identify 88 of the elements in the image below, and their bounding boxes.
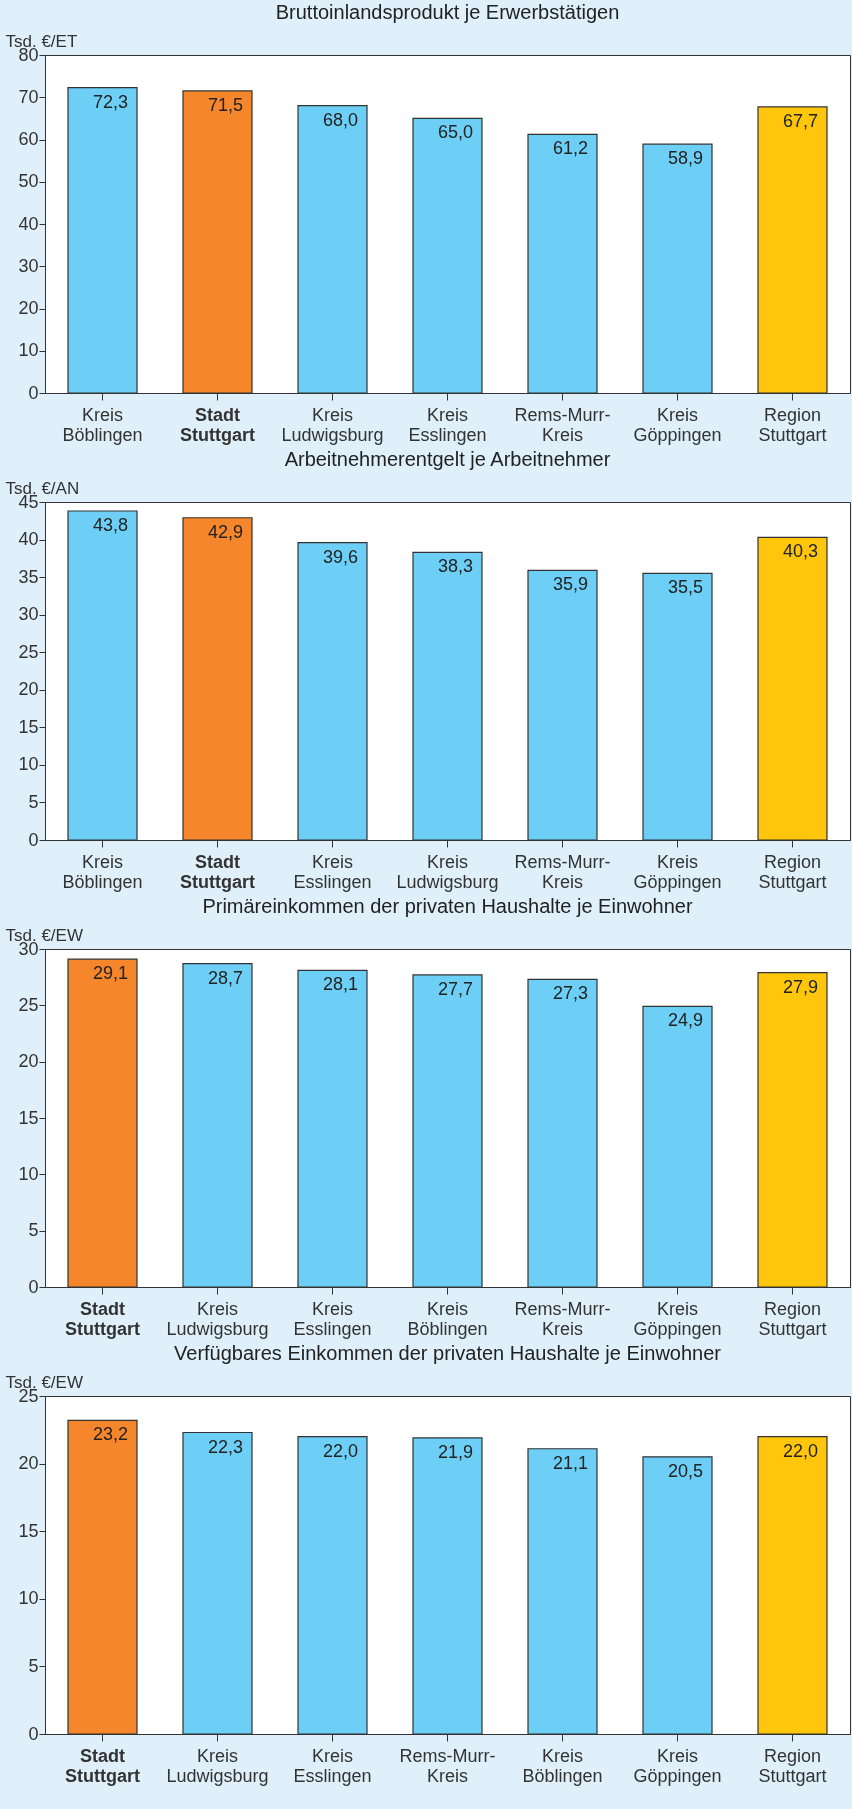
x-tick-label: Kreis Göppingen: [633, 1298, 722, 1339]
data-label: 21,1: [552, 1452, 589, 1473]
x-tick-label: Kreis Böblingen: [407, 1298, 488, 1339]
data-label: 22,3: [207, 1436, 244, 1457]
x-tick-label: Kreis Göppingen: [633, 404, 722, 445]
data-label: 27,7: [437, 978, 474, 999]
x-tick-label: Region Stuttgart: [758, 404, 827, 445]
data-label: 72,3: [92, 91, 129, 112]
x-tick-label: Rems-Murr-Kreis: [514, 851, 611, 892]
data-label: 38,3: [437, 556, 474, 577]
y-tick-label: 30: [18, 604, 39, 625]
y-tick-label: 0: [28, 1723, 39, 1744]
data-label: 28,7: [207, 967, 244, 988]
y-tick-label: 5: [28, 1220, 39, 1241]
data-label: 43,8: [92, 515, 129, 536]
x-tick-label: Kreis Böblingen: [522, 1745, 603, 1786]
y-tick-label: 15: [18, 1107, 39, 1128]
data-label: 39,6: [322, 546, 359, 567]
y-tick-label: 0: [28, 829, 39, 850]
y-tick-label: 10: [18, 1163, 39, 1184]
x-tick-label: Rems-Murr-Kreis: [514, 404, 611, 445]
y-tick-label: 10: [18, 340, 39, 361]
y-tick-label: 5: [28, 791, 39, 812]
x-tick-label: Region Stuttgart: [758, 851, 827, 892]
data-label: 21,9: [437, 1441, 474, 1462]
y-tick-label: 70: [18, 86, 39, 107]
chart-title: Primäreinkommen der privaten Haushalte je Einwohner: [202, 895, 693, 917]
data-label: 61,2: [552, 138, 589, 159]
data-label: 27,3: [552, 983, 589, 1004]
x-tick-label: Region Stuttgart: [758, 1745, 827, 1786]
x-tick-label: Kreis Ludwigsburg: [396, 851, 499, 892]
data-label: 40,3: [782, 541, 819, 562]
x-tick-label: Kreis Ludwigsburg: [166, 1745, 269, 1786]
x-tick-label: Rems-Murr-Kreis: [514, 1298, 611, 1339]
chart-title: Verfügbares Einkommen der privaten Haushalte je Einwohner: [174, 1342, 722, 1364]
y-tick-label: 60: [18, 129, 39, 149]
y-tick-label: 0: [28, 1276, 39, 1297]
y-tick-label: 40: [18, 529, 39, 550]
data-label: 35,5: [667, 577, 704, 598]
x-tick-label: Kreis Böblingen: [62, 851, 143, 892]
data-label: 58,9: [667, 148, 704, 169]
data-label: 22,0: [322, 1440, 359, 1461]
y-tick-label: 35: [18, 566, 39, 587]
data-label: 68,0: [322, 109, 359, 130]
y-tick-label: 10: [18, 1588, 39, 1609]
y-tick-label: 20: [18, 298, 39, 318]
y-tick-label: 20: [18, 1453, 39, 1474]
y-tick-label: 50: [18, 171, 39, 192]
x-tick-label: Kreis Göppingen: [633, 851, 722, 892]
y-tick-label: 25: [18, 994, 39, 1015]
x-tick-label: Kreis Esslingen: [293, 1745, 372, 1786]
data-label: 29,1: [92, 963, 129, 984]
y-tick-label: 40: [18, 213, 39, 234]
x-tick-label: Kreis Esslingen: [293, 851, 372, 892]
chart-title: Bruttoinlandsprodukt je Erwerbstätigen: [275, 1, 620, 23]
x-tick-label: Rems-Murr-Kreis: [399, 1745, 496, 1786]
x-tick-label: Kreis Esslingen: [293, 1298, 372, 1339]
y-tick-label: 30: [18, 255, 39, 276]
data-label: 42,9: [207, 521, 244, 542]
data-label: 27,9: [782, 976, 819, 997]
data-label: 65,0: [437, 122, 474, 143]
x-tick-label: Kreis Ludwigsburg: [281, 404, 384, 445]
data-label: 24,9: [667, 1010, 704, 1031]
x-tick-label: Stadt Stuttgart: [180, 851, 255, 892]
x-tick-label: Kreis Böblingen: [62, 404, 143, 445]
x-tick-label: Stadt Stuttgart: [180, 404, 255, 445]
chart-title: Arbeitnehmerentgelt je Arbeitnehmer: [284, 448, 611, 470]
data-label: 22,0: [782, 1440, 819, 1461]
y-tick-label: 20: [18, 679, 39, 700]
data-label: 28,1: [322, 974, 359, 995]
data-label: 67,7: [782, 110, 819, 131]
y-tick-label: 25: [18, 641, 39, 662]
x-tick-label: Kreis Esslingen: [408, 404, 487, 445]
y-tick-label: 20: [18, 1051, 39, 1072]
data-label: 35,9: [552, 574, 589, 595]
x-tick-label: Region Stuttgart: [758, 1298, 827, 1339]
y-tick-label: 15: [18, 1520, 39, 1541]
x-tick-label: Kreis Göppingen: [633, 1745, 722, 1786]
data-label: 20,5: [667, 1460, 704, 1481]
y-tick-label: 10: [18, 754, 39, 775]
y-tick-label: 5: [28, 1655, 39, 1676]
x-tick-label: Stadt Stuttgart: [65, 1298, 140, 1339]
y-tick-label: 15: [18, 716, 39, 737]
data-label: 23,2: [92, 1424, 129, 1445]
x-tick-label: Stadt Stuttgart: [65, 1745, 140, 1786]
data-label: 71,5: [207, 94, 244, 115]
x-tick-label: Kreis Ludwigsburg: [166, 1298, 269, 1339]
y-tick-label: 0: [28, 382, 39, 403]
